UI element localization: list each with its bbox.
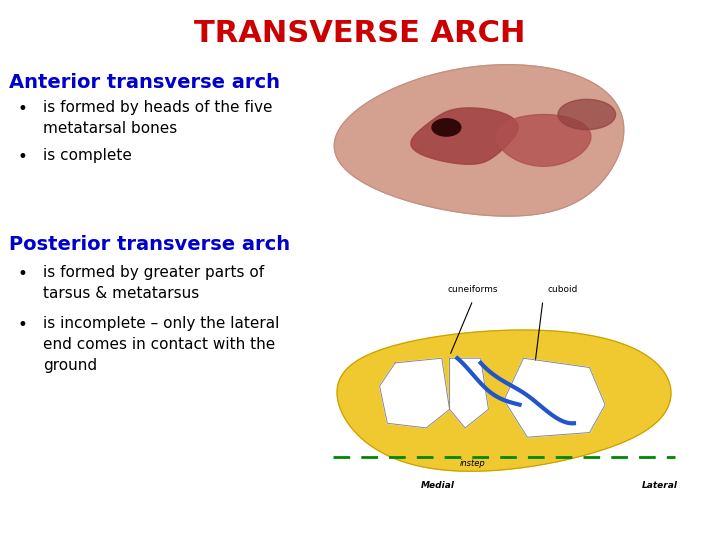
Text: is complete: is complete xyxy=(43,148,132,163)
Polygon shape xyxy=(337,330,671,471)
Text: •: • xyxy=(18,265,28,282)
Polygon shape xyxy=(558,99,616,130)
Polygon shape xyxy=(449,358,488,428)
Text: •: • xyxy=(18,316,28,334)
Text: Anterior transverse arch: Anterior transverse arch xyxy=(9,73,279,92)
Text: is incomplete – only the lateral
end comes in contact with the
ground: is incomplete – only the lateral end com… xyxy=(43,316,279,373)
Text: Medial: Medial xyxy=(421,481,455,490)
Polygon shape xyxy=(496,114,591,166)
Text: •: • xyxy=(18,100,28,118)
Text: is formed by heads of the five
metatarsal bones: is formed by heads of the five metatarsa… xyxy=(43,100,273,136)
Text: is formed by greater parts of
tarsus & metatarsus: is formed by greater parts of tarsus & m… xyxy=(43,265,264,301)
Text: cuneiforms: cuneiforms xyxy=(448,285,498,294)
Polygon shape xyxy=(379,358,449,428)
Text: instep: instep xyxy=(460,459,486,468)
Text: TRANSVERSE ARCH: TRANSVERSE ARCH xyxy=(194,19,526,48)
Polygon shape xyxy=(432,119,461,136)
Polygon shape xyxy=(334,65,624,216)
Text: cuboid: cuboid xyxy=(547,285,577,294)
Polygon shape xyxy=(504,358,605,437)
Polygon shape xyxy=(411,108,518,164)
Text: Lateral: Lateral xyxy=(642,481,678,490)
Text: •: • xyxy=(18,148,28,166)
Text: Posterior transverse arch: Posterior transverse arch xyxy=(9,235,289,254)
